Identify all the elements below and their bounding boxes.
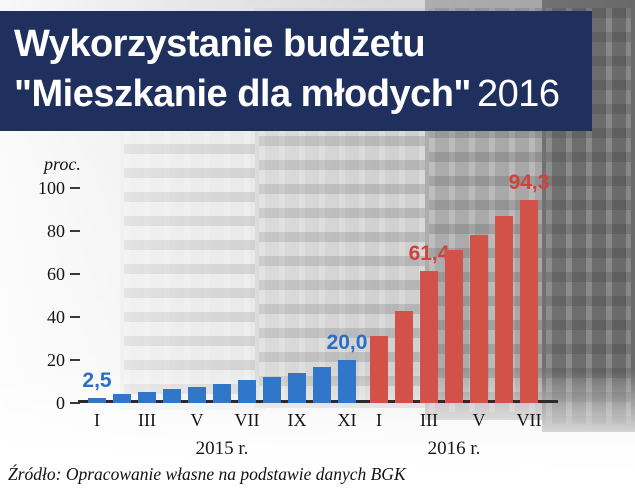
x-tick-label: I [376,410,382,430]
data-label: 94,3 [508,171,550,195]
y-axis-tick: 20 [18,350,80,370]
y-tick-label: 20 [47,349,65,370]
y-tick-mark [70,273,80,275]
title-line-1: Wykorzystanie budżetu [14,23,426,65]
x-tick-label: V [190,410,204,430]
bar-V [470,235,488,403]
x-tick-label: III [420,410,438,430]
y-axis-tick: 0 [18,393,80,413]
bar-groups: 2,5 20,0 I III V VII IX XI 2015 r. 61,4 94,3 I III V V… [82,171,549,460]
y-tick-mark [70,359,80,361]
x-tick: III [420,410,438,430]
bar-I [370,336,388,403]
group-caption: 2016 r. [427,438,481,459]
y-axis-tick: 40 [18,307,80,327]
bar-III: 61,4 [409,242,449,403]
bar-VIII [263,377,281,403]
bar-VI [213,383,231,403]
bar-XI: 20,0 [327,331,367,403]
x-tick-row: I III V VII [370,410,542,430]
y-tick-label: 40 [47,306,65,327]
title-line-2: "Mieszkanie dla młodych" 2016 [14,69,578,119]
y-tick-label: 100 [38,177,65,198]
data-label: 20,0 [326,331,368,354]
title-year: 2016 [476,73,560,115]
x-tick: V [188,410,206,430]
data-label: 2,5 [82,368,112,392]
y-tick-mark [70,230,80,232]
y-tick-label: 80 [47,220,65,241]
bar-II [395,310,413,403]
y-axis-tick: 100 [18,178,80,198]
bar-chart: proc. 0 20 40 60 80 100 2,5 20,0 I III V VII IX XI 20… [0,150,635,472]
x-tick-label: VII [516,410,542,430]
y-tick-mark [70,402,80,404]
x-tick [263,410,281,430]
x-tick: XI [337,410,357,430]
source-note: Źródło: Opracowanie własne na podstawie … [8,464,406,484]
x-tick: IX [287,410,307,430]
x-tick: V [470,410,488,430]
bar-III [138,392,156,403]
x-tick [395,410,413,430]
bar-I: 2,5 [82,369,112,403]
bars-row: 61,4 94,3 [370,171,549,403]
y-tick-mark [70,187,80,189]
y-tick-label: 0 [56,392,65,413]
bar-group-2015r: 2,5 20,0 I III V VII IX XI 2015 r. [82,183,367,460]
x-tick: III [138,410,156,430]
y-tick-mark [70,316,80,318]
x-tick-label: IX [287,410,307,430]
data-label: 61,4 [408,242,450,265]
y-axis-tick: 80 [18,221,80,241]
title-line-2-main: "Mieszkanie dla młodych" [14,73,471,115]
x-tick [113,410,131,430]
y-axis-label: proc. [44,154,81,174]
x-tick [445,410,463,430]
bar-X [313,366,331,403]
y-axis-tick: 60 [18,264,80,284]
x-tick-label: XI [337,410,357,430]
x-tick [213,410,231,430]
bar-VII [238,380,256,403]
x-tick-row: I III V VII IX XI [88,410,357,430]
bar-group-2016r: 61,4 94,3 I III V VII 2016 r. [370,171,549,460]
bar-V [188,386,206,403]
bars-row: 2,5 20,0 [82,183,367,403]
x-tick: I [370,410,388,430]
x-tick [495,410,513,430]
x-tick-label: V [472,410,486,430]
title-banner: Wykorzystanie budżetu "Mieszkanie dla mł… [0,11,592,131]
x-tick-label: VII [234,410,260,430]
bar-II [113,394,131,403]
x-tick: VII [235,410,260,430]
bar-IV [163,389,181,403]
x-tick: I [88,410,106,430]
x-tick [313,410,331,430]
x-tick-label: I [94,410,100,430]
bar-VI [495,216,513,403]
y-tick-label: 60 [47,263,65,284]
bar-IV [445,250,463,403]
bar-IX [288,372,306,403]
group-caption: 2015 r. [195,438,249,459]
x-tick: VII [517,410,542,430]
bar-VII: 94,3 [509,171,549,403]
x-tick [163,410,181,430]
x-tick-label: III [138,410,156,430]
